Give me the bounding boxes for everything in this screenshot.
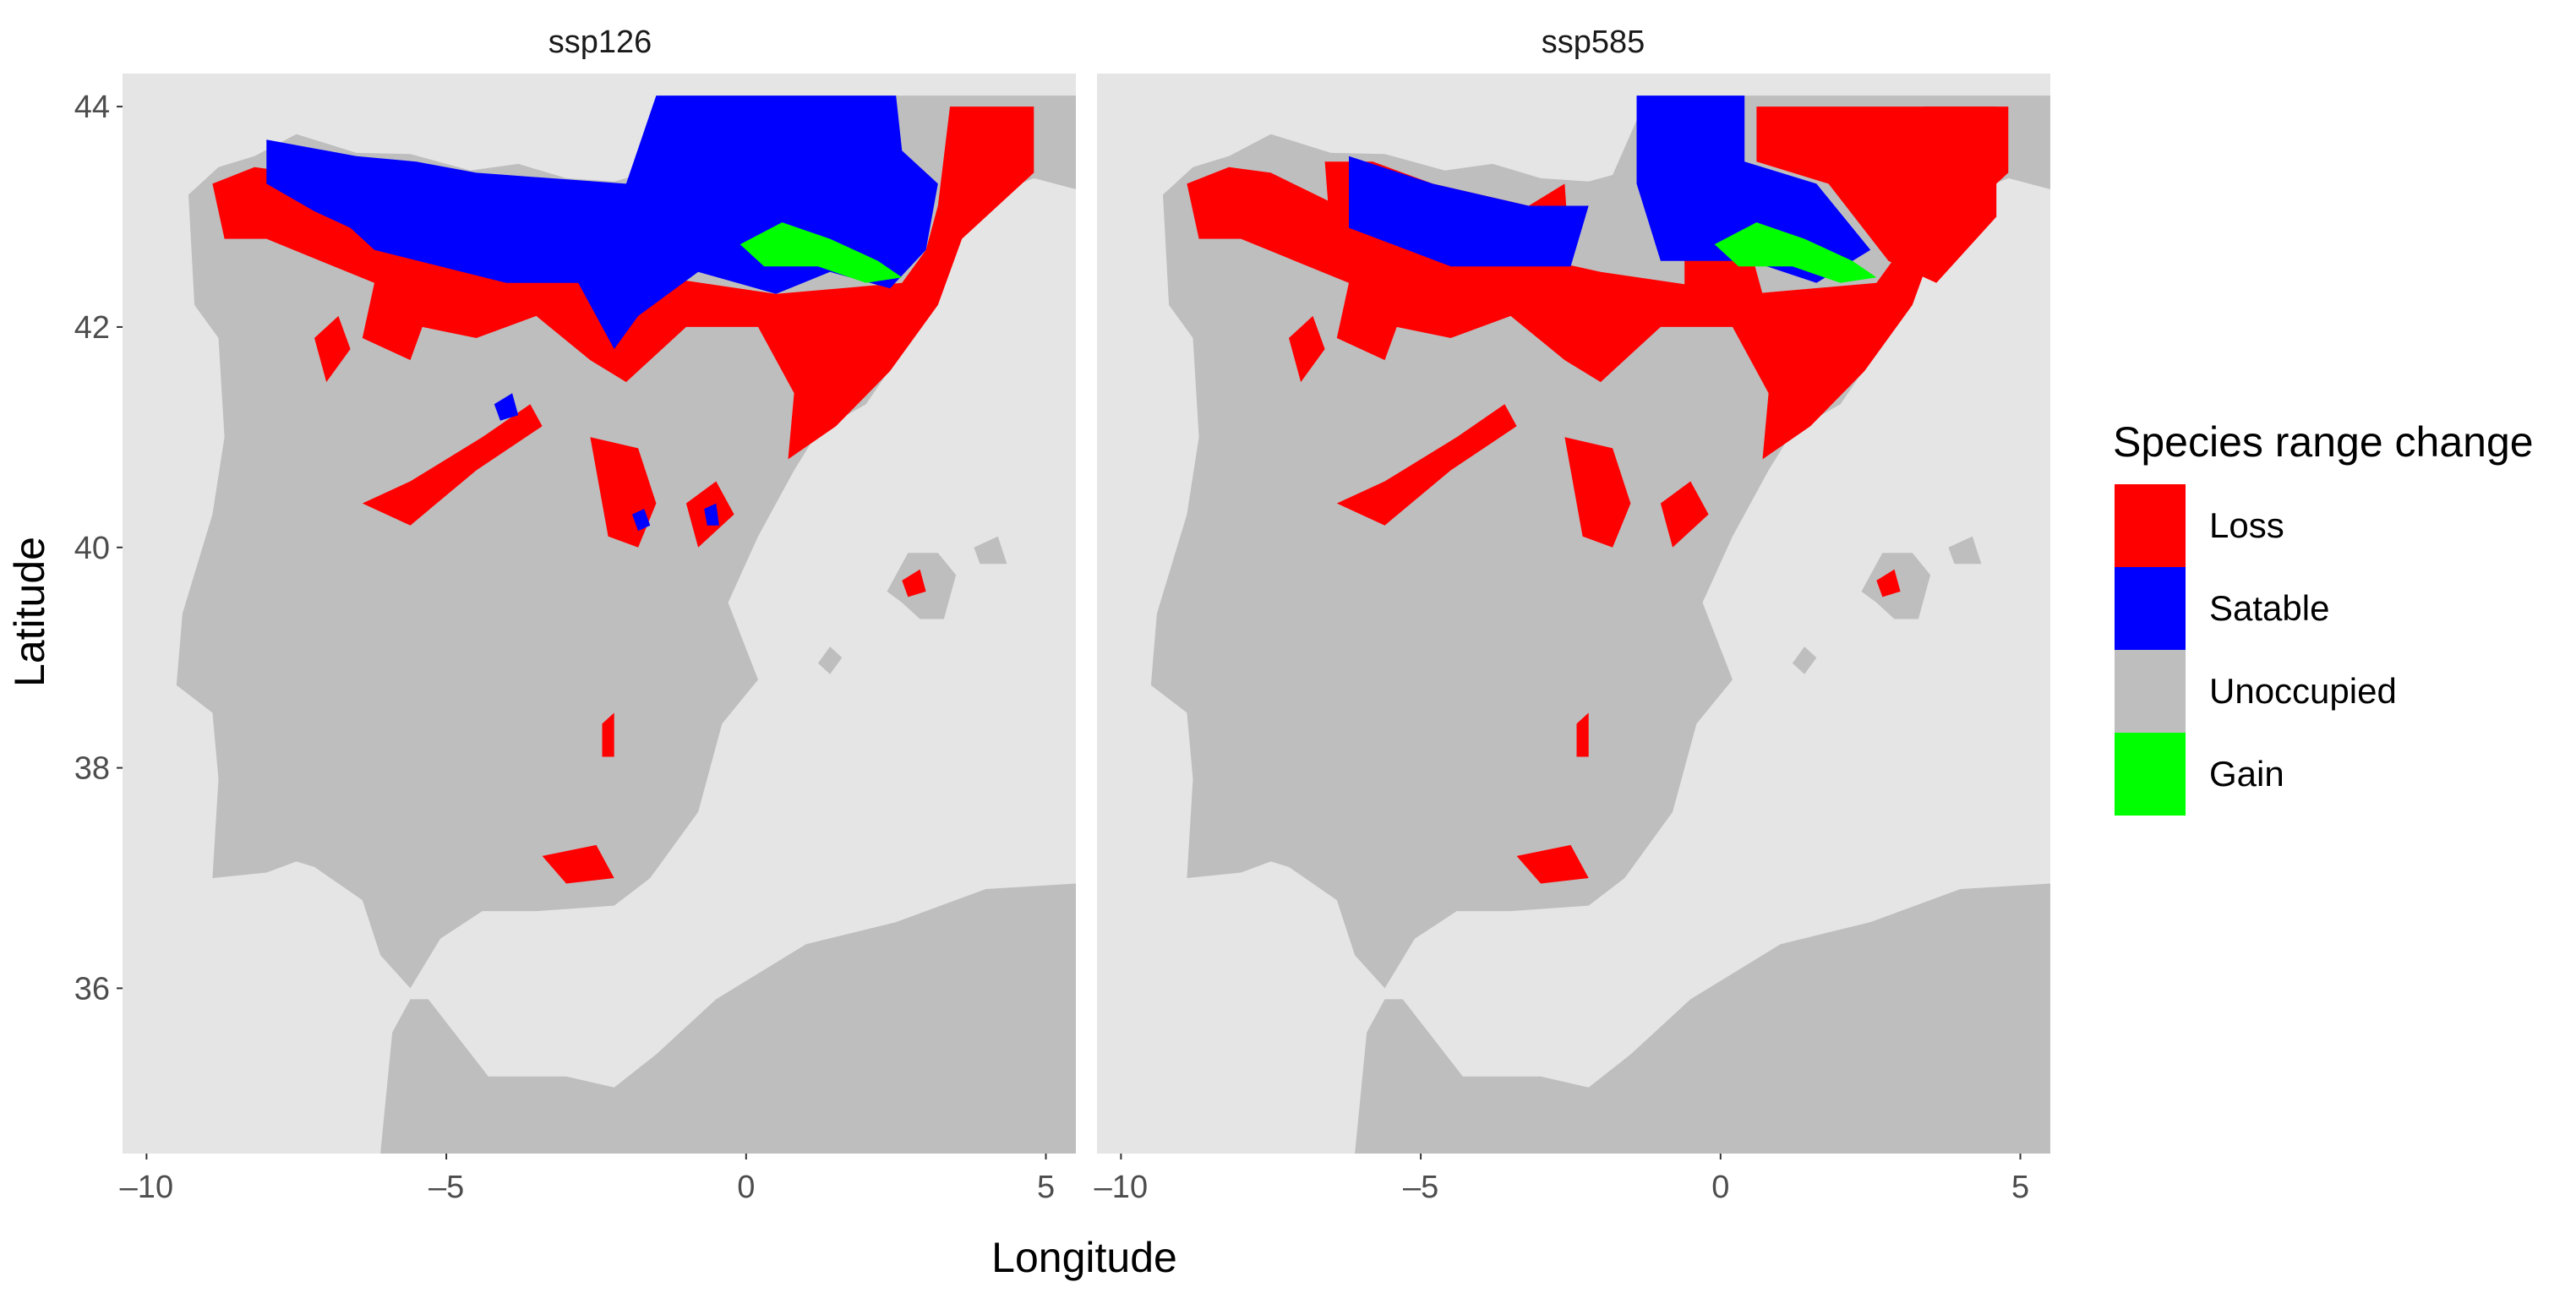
x-tick-label: 0 bbox=[737, 1170, 755, 1205]
stable-area bbox=[632, 509, 651, 532]
stable-area bbox=[266, 95, 938, 349]
y-tick-label: 42 bbox=[74, 310, 110, 346]
north-africa-land bbox=[380, 883, 1076, 1154]
legend-key-loss bbox=[2115, 484, 2186, 567]
x-axis-title: Longitude bbox=[991, 1234, 1177, 1281]
y-tick-label: 40 bbox=[74, 531, 110, 566]
legend-key-satable bbox=[2115, 567, 2186, 650]
x-tick-label: 5 bbox=[1037, 1170, 1055, 1205]
gain-area bbox=[740, 222, 903, 283]
y-tick-label: 44 bbox=[74, 90, 110, 125]
loss-area bbox=[1756, 106, 1997, 283]
x-tick-label: –10 bbox=[1094, 1170, 1148, 1205]
legend-title: Species range change bbox=[2113, 418, 2534, 466]
loss-area bbox=[1289, 315, 1325, 383]
stable-area bbox=[494, 393, 519, 421]
legend-label-satable: Satable bbox=[2209, 588, 2329, 628]
map-panel-ssp126 bbox=[123, 74, 1076, 1154]
x-tick-label: –5 bbox=[428, 1170, 464, 1205]
y-tick-label: 36 bbox=[74, 971, 110, 1007]
loss-area bbox=[362, 404, 543, 526]
legend-key-unoccupied bbox=[2115, 650, 2186, 733]
y-axis-title: Latitude bbox=[6, 537, 53, 687]
legend-label-gain: Gain bbox=[2209, 754, 2284, 794]
loss-area bbox=[1876, 569, 1901, 597]
menorca-land bbox=[1948, 536, 1982, 565]
facet-label-ssp585: ssp585 bbox=[1542, 25, 1645, 60]
ibiza-land bbox=[1792, 647, 1817, 674]
loss-area bbox=[902, 569, 926, 597]
menorca-land bbox=[974, 536, 1007, 565]
loss-area bbox=[1187, 106, 2009, 460]
gain-area bbox=[1714, 222, 1877, 283]
x-axis-ticks: –10 –5 0 5 –10 –5 0 5 bbox=[120, 1154, 2029, 1205]
ibiza-land bbox=[817, 647, 843, 674]
loss-area bbox=[314, 315, 351, 383]
legend-key-gain bbox=[2115, 733, 2186, 816]
loss-area bbox=[1336, 404, 1517, 526]
stable-area bbox=[1636, 95, 1871, 283]
loss-area bbox=[602, 712, 614, 757]
stable-area bbox=[704, 503, 719, 526]
x-tick-label: –5 bbox=[1403, 1170, 1438, 1205]
loss-area bbox=[1564, 437, 1631, 548]
x-tick-label: 0 bbox=[1711, 1170, 1729, 1205]
y-axis-ticks: 36 38 40 42 44 bbox=[74, 90, 123, 1007]
stable-area bbox=[1349, 155, 1589, 267]
legend-label-unoccupied: Unoccupied bbox=[2209, 671, 2397, 711]
north-africa-land bbox=[1355, 883, 2050, 1154]
facet-label-ssp126: ssp126 bbox=[548, 25, 652, 60]
loss-area bbox=[1516, 844, 1589, 884]
loss-area bbox=[1684, 249, 1769, 327]
loss-area bbox=[1660, 481, 1709, 548]
loss-area bbox=[542, 844, 614, 884]
y-tick-label: 38 bbox=[74, 751, 110, 787]
loss-area bbox=[1576, 712, 1589, 757]
legend: Species range change Loss Satable Unoccupi… bbox=[2113, 418, 2534, 816]
map-layers bbox=[1150, 95, 2050, 1154]
map-layers bbox=[176, 95, 1076, 1154]
x-tick-label: –10 bbox=[120, 1170, 173, 1205]
map-panel-ssp585 bbox=[1097, 74, 2050, 1154]
legend-label-loss: Loss bbox=[2209, 505, 2284, 545]
x-tick-label: 5 bbox=[2011, 1170, 2029, 1205]
